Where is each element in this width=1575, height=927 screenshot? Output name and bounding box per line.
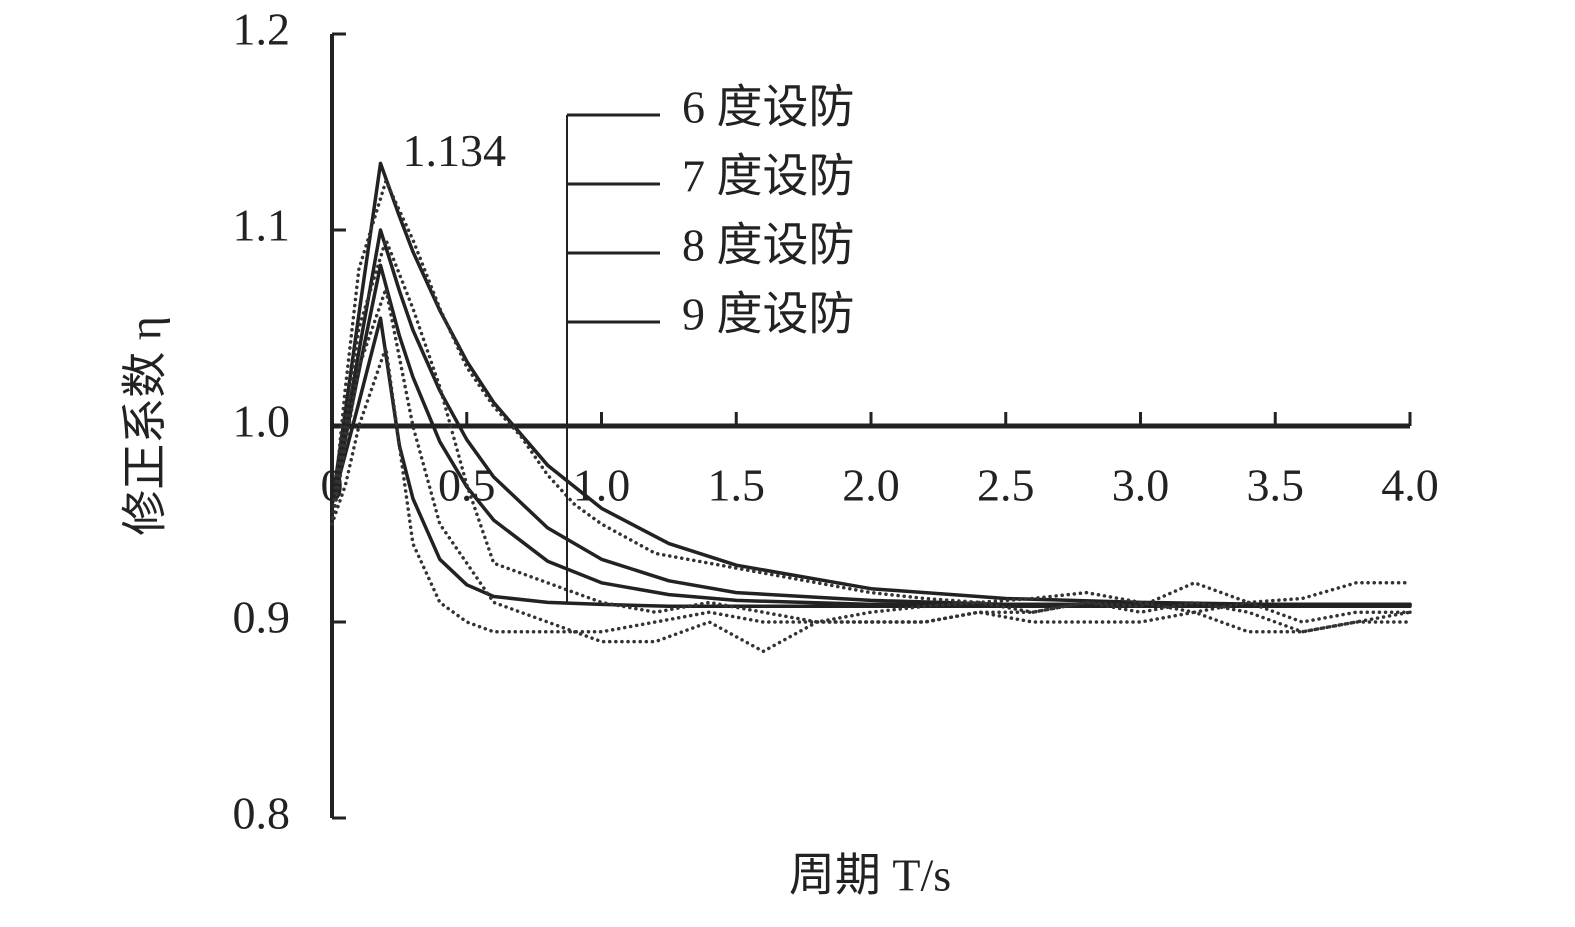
- legend-label: 7 度设防: [682, 151, 855, 202]
- x-tick-label: 1.5: [708, 460, 766, 511]
- data-line: [330, 316, 1412, 609]
- data-line-dotted: [330, 345, 1412, 634]
- x-tick-label: 2.0: [842, 460, 900, 511]
- x-tick-label: 1.0: [573, 460, 631, 511]
- data-line: [330, 263, 1412, 607]
- data-line: [330, 161, 1412, 607]
- annotation: 1.134: [403, 125, 507, 176]
- legend-label: 9 度设防: [682, 289, 855, 340]
- x-tick-label: 3.0: [1112, 460, 1170, 511]
- y-tick-label: 1.2: [233, 4, 291, 55]
- y-tick-label: 1.1: [233, 200, 291, 251]
- data-line-dotted: [330, 179, 1412, 614]
- data-line-dotted: [330, 238, 1412, 624]
- y-tick-label: 0.9: [233, 592, 291, 643]
- data-line-dotted: [330, 287, 1412, 654]
- x-tick-label: 3.5: [1247, 460, 1305, 511]
- x-tick-label: 2.5: [977, 460, 1035, 511]
- y-tick-label: 0.8: [233, 788, 291, 839]
- x-axis-label: 周期 T/s: [789, 850, 951, 901]
- y-axis-label: 修正系数 η: [120, 316, 171, 536]
- y-tick-label: 1.0: [233, 396, 291, 447]
- legend-label: 6 度设防: [682, 82, 855, 133]
- x-tick-label: 4.0: [1381, 460, 1439, 511]
- legend-label: 8 度设防: [682, 220, 855, 271]
